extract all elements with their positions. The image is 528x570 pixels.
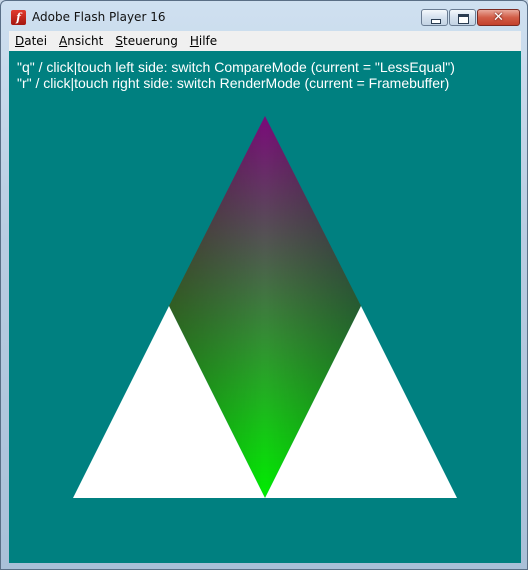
menu-ansicht-label: nsicht — [67, 34, 104, 48]
menu-hilfe[interactable]: Hilfe — [184, 34, 223, 48]
minimize-icon — [431, 19, 441, 24]
maximize-icon — [458, 14, 469, 24]
white-triangle-left — [73, 306, 265, 498]
window-controls: ✕ — [421, 9, 520, 26]
compare-mode-hint: "q" / click|touch left side: switch Comp… — [17, 59, 455, 75]
close-button[interactable]: ✕ — [477, 9, 520, 26]
menu-bar: Datei Ansicht Steuerung Hilfe — [9, 31, 521, 51]
render-mode-hint: "r" / click|touch right side: switch Ren… — [17, 75, 450, 91]
menu-hilfe-label: ilfe — [198, 34, 218, 48]
menu-ansicht[interactable]: Ansicht — [53, 34, 109, 48]
menu-steuerung[interactable]: Steuerung — [109, 34, 183, 48]
menu-datei[interactable]: Datei — [9, 34, 53, 48]
flash-icon: f — [11, 10, 26, 25]
maximize-button[interactable] — [449, 9, 476, 26]
window-title: Adobe Flash Player 16 — [32, 10, 166, 24]
minimize-button[interactable] — [421, 9, 448, 26]
render-scene — [73, 116, 457, 498]
flash-stage[interactable]: "q" / click|touch left side: switch Comp… — [9, 51, 521, 563]
menu-steuerung-label: teuerung — [122, 34, 178, 48]
title-bar[interactable]: f Adobe Flash Player 16 ✕ — [2, 2, 526, 31]
close-icon: ✕ — [493, 10, 504, 25]
white-triangle-right — [265, 306, 457, 498]
gradient-triangle-side-tint — [169, 116, 361, 498]
menu-hilfe-accel: H — [189, 34, 199, 48]
menu-ansicht-accel: A — [59, 34, 68, 48]
menu-datei-accel: D — [15, 34, 25, 48]
menu-steuerung-accel: S — [115, 34, 123, 48]
menu-datei-label: atei — [24, 34, 48, 48]
